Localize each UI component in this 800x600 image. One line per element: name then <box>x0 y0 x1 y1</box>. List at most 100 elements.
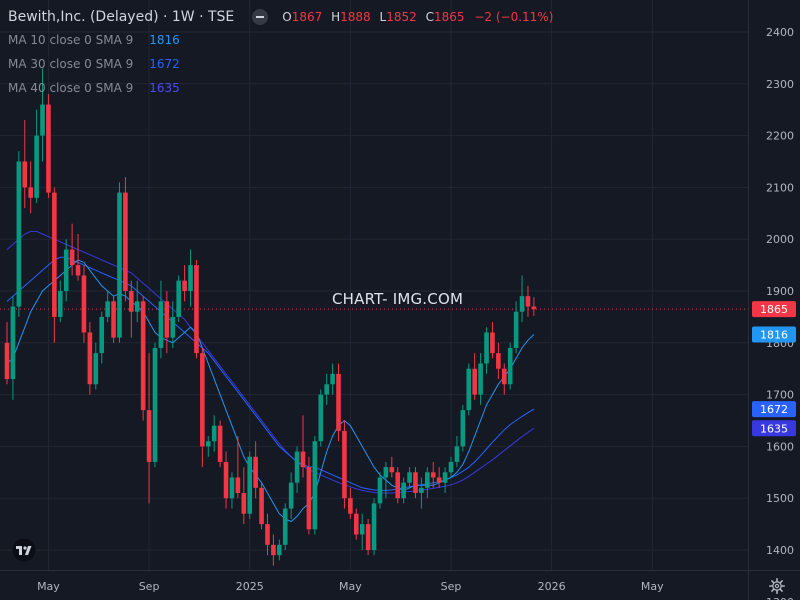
candle[interactable] <box>194 259 199 359</box>
candle[interactable] <box>442 467 448 494</box>
candle[interactable] <box>496 342 501 380</box>
candle[interactable] <box>111 296 116 343</box>
candle[interactable] <box>507 342 513 390</box>
indicator-row-ma30[interactable]: MA 30 close 0 SMA 9 1672 <box>8 56 180 72</box>
candle[interactable] <box>63 239 69 302</box>
candle[interactable] <box>484 327 489 374</box>
candle[interactable] <box>46 94 51 198</box>
candle[interactable] <box>105 291 110 323</box>
candle[interactable] <box>69 223 75 276</box>
candle[interactable] <box>365 518 371 556</box>
candle[interactable] <box>271 534 276 566</box>
candle-layer[interactable] <box>4 68 537 566</box>
candle[interactable] <box>419 477 424 509</box>
gear-icon[interactable] <box>769 578 785 594</box>
candle[interactable] <box>158 280 164 359</box>
candle[interactable] <box>472 353 477 400</box>
candle[interactable] <box>501 363 507 395</box>
candle[interactable] <box>454 436 460 468</box>
candle[interactable] <box>253 441 258 499</box>
candle[interactable] <box>265 513 270 556</box>
candle[interactable] <box>371 498 377 556</box>
candle[interactable] <box>10 296 16 400</box>
candle[interactable] <box>146 353 152 504</box>
collapse-legend-icon[interactable] <box>252 9 269 25</box>
candle[interactable] <box>247 451 253 519</box>
symbol-title[interactable]: Bewith,Inc. (Delayed) · 1W · TSE <box>8 9 235 25</box>
candle[interactable] <box>176 275 181 323</box>
candle[interactable] <box>359 513 365 550</box>
candle[interactable] <box>75 234 81 281</box>
candle[interactable] <box>436 467 442 488</box>
candle[interactable] <box>348 487 353 519</box>
candle[interactable] <box>188 249 193 307</box>
candle[interactable] <box>413 467 418 499</box>
candle[interactable] <box>223 451 229 509</box>
candle[interactable] <box>277 539 282 561</box>
candle[interactable] <box>34 109 39 203</box>
candle[interactable] <box>288 472 294 519</box>
candle[interactable] <box>16 151 22 317</box>
candle-body <box>395 472 401 499</box>
candle[interactable] <box>448 456 454 478</box>
candle[interactable] <box>300 415 306 478</box>
candle[interactable] <box>531 297 537 316</box>
candle[interactable] <box>229 472 235 509</box>
candle[interactable] <box>294 446 300 494</box>
candle[interactable] <box>123 177 128 302</box>
candle[interactable] <box>170 301 176 348</box>
candle[interactable] <box>22 120 28 209</box>
candle[interactable] <box>519 275 525 323</box>
candle[interactable] <box>99 311 105 364</box>
candle[interactable] <box>205 436 211 457</box>
candle[interactable] <box>87 322 93 395</box>
candle[interactable] <box>4 322 10 385</box>
candle[interactable] <box>28 161 33 214</box>
candle[interactable] <box>235 436 241 499</box>
candle[interactable] <box>81 265 87 343</box>
candle[interactable] <box>401 477 406 504</box>
candle[interactable] <box>525 285 531 317</box>
candle[interactable] <box>282 503 288 550</box>
candle[interactable] <box>466 363 472 416</box>
candle[interactable] <box>164 291 170 354</box>
candle[interactable] <box>425 467 430 499</box>
candle[interactable] <box>336 363 341 442</box>
candle[interactable] <box>353 508 359 540</box>
candle[interactable] <box>324 373 329 405</box>
candle[interactable] <box>318 389 324 447</box>
candle[interactable] <box>389 456 395 478</box>
candle[interactable] <box>407 467 412 488</box>
tradingview-logo-icon[interactable] <box>10 538 38 562</box>
candle[interactable] <box>513 301 519 354</box>
candle[interactable] <box>383 461 389 499</box>
candle[interactable] <box>200 347 205 468</box>
candle[interactable] <box>52 187 57 343</box>
candle[interactable] <box>312 436 318 535</box>
candle[interactable] <box>182 265 187 302</box>
candle[interactable] <box>377 472 383 509</box>
indicator-row-ma40[interactable]: MA 40 close 0 SMA 9 1635 <box>8 80 180 96</box>
candle[interactable] <box>430 461 436 488</box>
candle[interactable] <box>134 280 140 323</box>
candle[interactable] <box>40 68 45 162</box>
candle[interactable] <box>93 342 99 390</box>
candle[interactable] <box>140 296 146 421</box>
candle[interactable] <box>241 467 247 525</box>
indicator-row-ma10[interactable]: MA 10 close 0 SMA 9 1816 <box>8 32 180 48</box>
candle[interactable] <box>330 363 335 395</box>
candle[interactable] <box>57 280 63 323</box>
candle[interactable] <box>259 482 264 530</box>
candle[interactable] <box>129 280 134 338</box>
candle[interactable] <box>306 456 312 535</box>
candle[interactable] <box>490 322 495 359</box>
candle[interactable] <box>342 420 347 509</box>
candle[interactable] <box>211 415 217 452</box>
candle[interactable] <box>395 467 401 504</box>
candle[interactable] <box>117 182 122 343</box>
candle[interactable] <box>217 420 223 468</box>
candle[interactable] <box>460 404 466 452</box>
candle[interactable] <box>152 342 158 468</box>
candle[interactable] <box>478 353 483 405</box>
